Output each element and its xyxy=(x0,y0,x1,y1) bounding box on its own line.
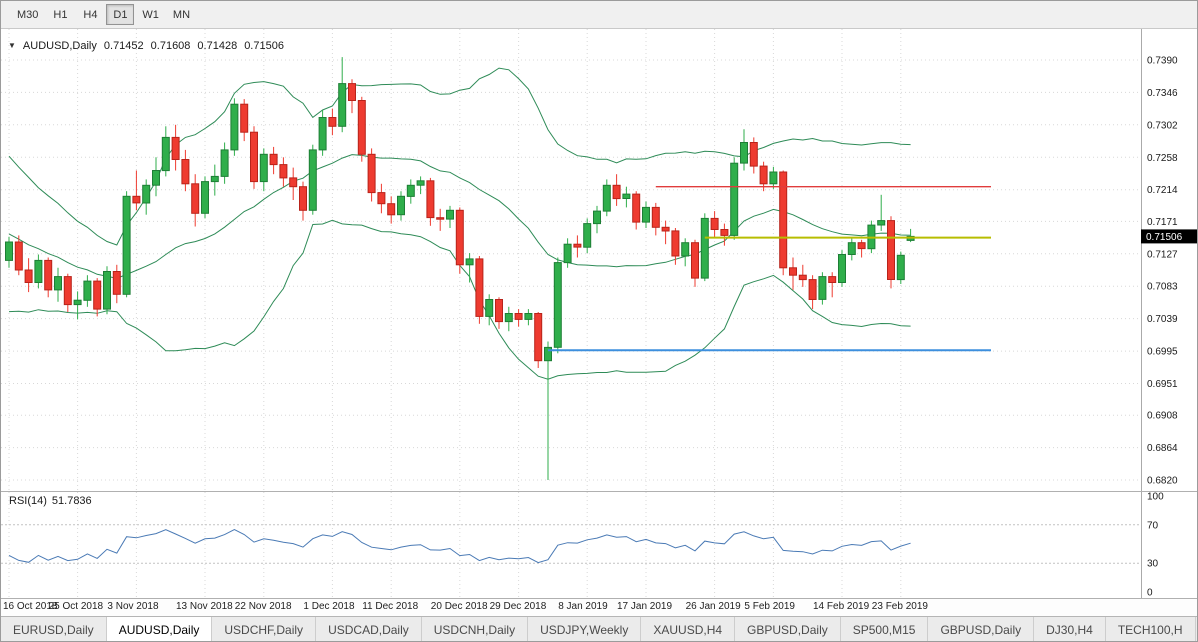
date-axis: 16 Oct 2018 25 Oct 2018 3 Nov 2018 13 Nov 2… xyxy=(1,598,1197,616)
svg-text:0.6995: 0.6995 xyxy=(1147,347,1178,358)
tab-gbpusd-daily[interactable]: GBPUSD,Daily xyxy=(735,617,841,641)
date-label: 26 Jan 2019 xyxy=(685,601,741,612)
date-label: 14 Feb 2019 xyxy=(813,601,870,612)
tab-usdcad-daily[interactable]: USDCAD,Daily xyxy=(316,617,422,641)
tab-sp500-m15[interactable]: SP500,M15 xyxy=(841,617,929,641)
tab-tech100-h[interactable]: TECH100,H xyxy=(1106,617,1196,641)
svg-text:0.6908: 0.6908 xyxy=(1147,411,1178,422)
timeframe-m30-button[interactable]: M30 xyxy=(11,4,44,25)
date-label: 23 Feb 2019 xyxy=(871,601,928,612)
tab-dj30-h4[interactable]: DJ30,H4 xyxy=(1034,617,1106,641)
date-label: 3 Nov 2018 xyxy=(107,601,159,612)
current-price-badge xyxy=(1141,229,1197,244)
timeframe-d1-button[interactable]: D1 xyxy=(106,4,135,25)
date-label: 25 Oct 2018 xyxy=(48,601,104,612)
svg-text:0.7302: 0.7302 xyxy=(1147,120,1178,131)
svg-text:0.7083: 0.7083 xyxy=(1147,282,1178,293)
rsi-line xyxy=(8,528,911,564)
timeframe-h1-button[interactable]: H1 xyxy=(46,4,74,25)
tab-audusd-daily[interactable]: AUDUSD,Daily xyxy=(106,617,213,641)
date-label: 20 Dec 2018 xyxy=(430,601,488,612)
ohlc-high-value: 0.71608 xyxy=(150,40,191,52)
rsi-indicator-label: RSI(14) 51.7836 xyxy=(9,495,96,507)
ohlc-open-value: 0.71452 xyxy=(103,40,144,52)
svg-text:0.7390: 0.7390 xyxy=(1147,56,1178,67)
timeframe-toolbar: M30 H1 H4 D1 W1 MN xyxy=(1,1,1197,29)
main-chart-panel: 0.7390 0.7346 0.7302 0.7258 0.7214 0.7171 0.71… xyxy=(1,29,1198,491)
svg-text:0.7127: 0.7127 xyxy=(1147,249,1178,260)
date-label: 11 Dec 2018 xyxy=(362,601,419,612)
date-label: 16 Oct 2018 xyxy=(3,601,58,612)
tab-eurusd-daily[interactable]: EURUSD,Daily xyxy=(1,617,107,641)
svg-text:0.6951: 0.6951 xyxy=(1147,379,1178,390)
price-axis: 0.7390 0.7346 0.7302 0.7258 0.7214 0.7171 0.71… xyxy=(1141,29,1197,491)
svg-text:0.6820: 0.6820 xyxy=(1147,476,1178,487)
rsi-value: 51.7836 xyxy=(51,495,92,507)
date-label: 1 Dec 2018 xyxy=(303,601,355,612)
main-chart-svg[interactable]: 0.7390 0.7346 0.7302 0.7258 0.7214 0.7171 0.71… xyxy=(1,29,1198,491)
main-grid xyxy=(1,29,1141,491)
svg-text:0.71506: 0.71506 xyxy=(1146,232,1183,243)
tab-usdchf-daily[interactable]: USDCHF,Daily xyxy=(212,617,317,641)
date-label: 8 Jan 2019 xyxy=(558,601,608,612)
rsi-grid xyxy=(1,492,1141,599)
svg-text:0.7346: 0.7346 xyxy=(1147,88,1178,99)
svg-text:0.6864: 0.6864 xyxy=(1147,443,1178,454)
svg-text:100: 100 xyxy=(1147,492,1164,503)
chart-menu-icon[interactable]: ▼ xyxy=(8,41,16,50)
timeframe-mn-button[interactable]: MN xyxy=(167,4,196,25)
rsi-chart-svg[interactable]: 100 70 30 0 xyxy=(1,492,1198,599)
svg-text:70: 70 xyxy=(1147,520,1159,531)
tab-usdjpy-weekly[interactable]: USDJPY,Weekly xyxy=(528,617,642,641)
tab-gbpusd-daily[interactable]: GBPUSD,Daily xyxy=(928,617,1035,641)
date-label: 13 Nov 2018 xyxy=(176,601,233,612)
ohlc-low-value: 0.71428 xyxy=(197,40,238,52)
svg-text:0.7039: 0.7039 xyxy=(1147,314,1178,325)
candlestick-series xyxy=(5,57,915,480)
date-label: 17 Jan 2019 xyxy=(617,601,673,612)
svg-text:0.7214: 0.7214 xyxy=(1147,185,1178,196)
tab-xauusd-h4[interactable]: XAUUSD,H4 xyxy=(641,617,736,641)
svg-text:30: 30 xyxy=(1147,559,1159,570)
rsi-panel: 100 70 30 0 RSI(14) 51.7836 xyxy=(1,491,1198,599)
rsi-name: RSI(14) xyxy=(9,495,47,507)
svg-text:0.7171: 0.7171 xyxy=(1147,217,1178,228)
horizontal-lines xyxy=(548,185,991,352)
chart-symbol-label: AUDUSD,Daily xyxy=(22,40,97,52)
ohlc-close-value: 0.71506 xyxy=(244,40,284,52)
date-label: 5 Feb 2019 xyxy=(744,601,795,612)
rsi-axis: 100 70 30 0 xyxy=(1141,492,1164,599)
timeframe-h4-button[interactable]: H4 xyxy=(76,4,104,25)
chart-tab-bar: EURUSD,Daily AUDUSD,Daily USDCHF,Daily USDC… xyxy=(1,616,1197,641)
svg-text:0: 0 xyxy=(1147,588,1153,599)
timeframe-w1-button[interactable]: W1 xyxy=(136,4,165,25)
svg-text:0.7258: 0.7258 xyxy=(1147,153,1178,164)
date-label: 29 Dec 2018 xyxy=(489,601,547,612)
tab-usdcnh-daily[interactable]: USDCNH,Daily xyxy=(422,617,529,641)
date-label: 22 Nov 2018 xyxy=(234,601,292,612)
chart-ohlc-readout: ▼ AUDUSD,Daily 0.71452 0.71608 0.71428 0… xyxy=(8,40,284,52)
